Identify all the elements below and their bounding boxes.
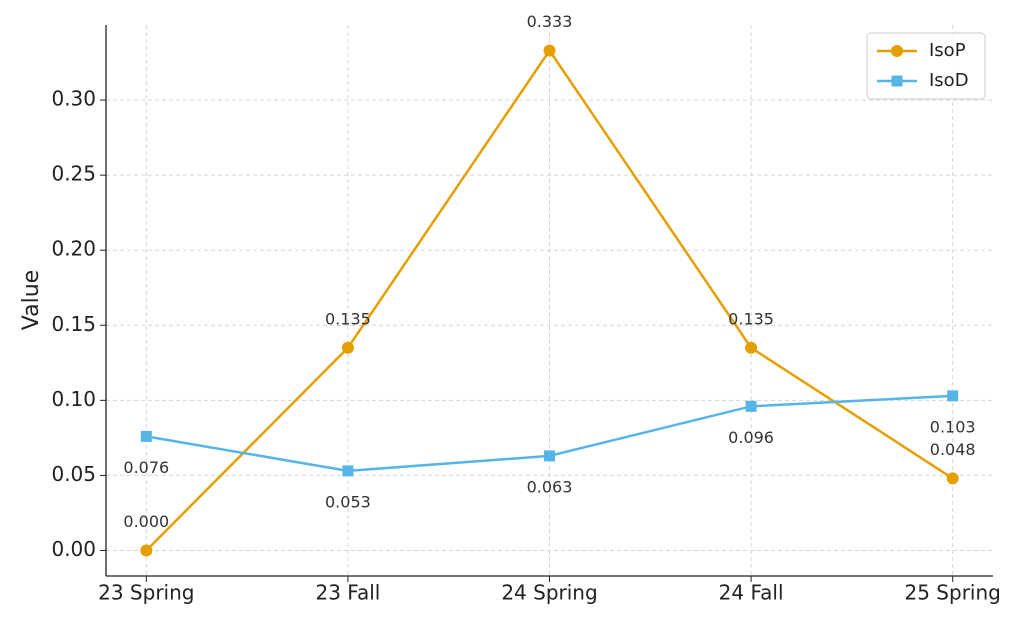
x-tick-label: 24 Fall [719,581,784,605]
data-label: 0.076 [123,458,169,477]
y-tick-label: 0.00 [51,537,96,561]
data-label: 0.333 [527,12,573,31]
marker [946,472,959,485]
marker [543,44,556,57]
legend-label: IsoP [929,40,966,61]
y-tick-label: 0.30 [51,87,96,111]
data-label: 0.053 [325,492,371,511]
marker [745,341,758,354]
y-tick-label: 0.15 [51,312,96,336]
x-tick-label: 23 Spring [98,581,194,605]
marker [544,450,555,462]
legend: IsoP IsoD [866,32,986,100]
y-tick-label: 0.10 [51,387,96,411]
data-label: 0.135 [728,309,774,328]
x-tick-label: 23 Fall [315,581,380,605]
legend-marker [891,45,903,57]
marker [947,390,959,402]
marker [341,341,354,354]
marker [342,465,354,477]
marker [140,544,153,557]
y-tick-label: 0.25 [51,162,96,186]
marker [140,430,152,442]
data-label: 0.096 [728,428,774,447]
x-tick-label: 25 Spring [905,581,1001,605]
data-label: 0.048 [930,440,976,459]
y-axis-label: Value [19,270,44,330]
legend-marker [891,75,903,87]
y-tick-label: 0.20 [51,237,96,261]
data-label: 0.135 [325,309,371,328]
legend-label: IsoD [929,70,969,91]
data-label: 0.103 [930,417,976,436]
data-label: 0.063 [527,477,573,496]
data-label: 0.000 [123,512,169,531]
x-tick-label: 24 Spring [501,581,597,605]
marker [745,400,757,412]
y-tick-label: 0.05 [51,462,96,486]
